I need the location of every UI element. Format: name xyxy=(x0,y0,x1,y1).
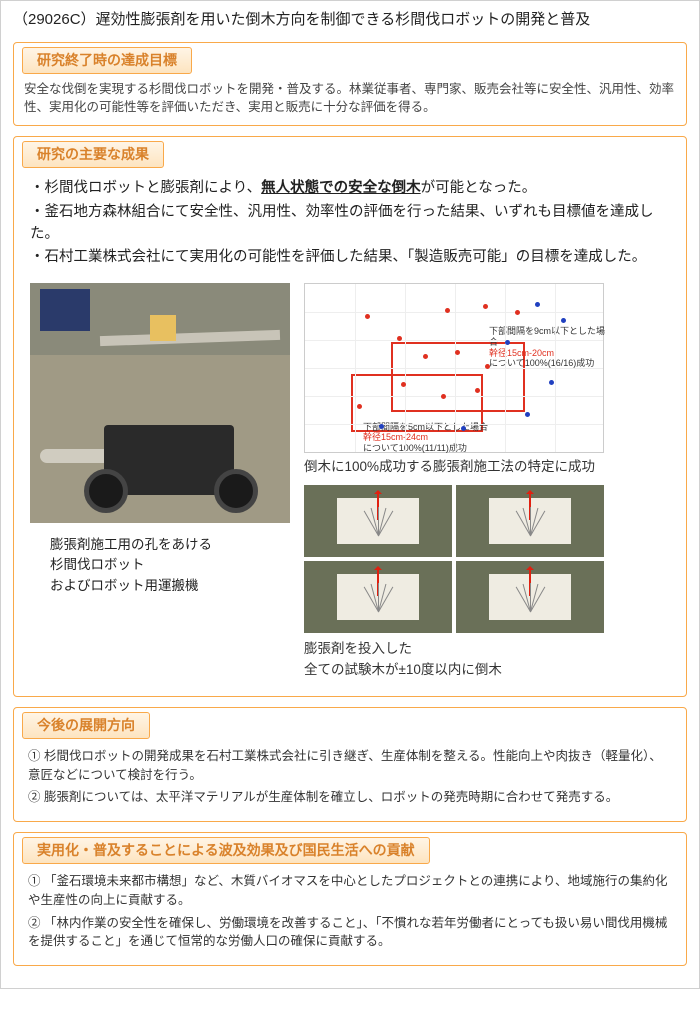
future-item-2: ② 膨張剤については、太平洋マテリアルが生産体制を確立し、ロボットの発売時期に合… xyxy=(28,788,672,807)
impact-item-2: ② 「林内作業の安全性を確保し、労働環境を改善すること」、「不慣れな若年労働者に… xyxy=(28,914,672,952)
tree-caption: 膨張剤を投入した 全ての試験木が±10度以内に倒木 xyxy=(304,639,670,680)
bullet-2: ・釜石地方森林組合にて安全性、汎用性、効率性の評価を行った結果、いずれも目標値を… xyxy=(30,202,670,246)
impact-item-1: ① 「釜石環境未来都市構想」など、木質バイオマスを中心としたプロジェクトとの連携… xyxy=(28,872,672,910)
scatter-plot: 下部間隔を9cm以下とした場合 幹径15cm-20cm について100%(16/… xyxy=(304,283,604,453)
bullet-3: ・石村工業株式会社にて実用化の可能性を評価した結果、「製造販売可能」の目標を達成… xyxy=(30,247,670,269)
section-goals: 研究終了時の達成目標 安全な伐倒を実現する杉間伐ロボットを開発・普及する。林業従… xyxy=(13,42,687,127)
section-results: 研究の主要な成果 ・杉間伐ロボットと膨張剤により、無人状態での安全な倒木が可能と… xyxy=(13,136,687,697)
section-impact: 実用化・普及することによる波及効果及び国民生活への貢献 ① 「釜石環境未来都市構… xyxy=(13,832,687,966)
tree-photo-grid xyxy=(304,485,604,633)
robot-photo xyxy=(30,283,290,523)
bullet-1: ・杉間伐ロボットと膨張剤により、無人状態での安全な倒木が可能となった。 xyxy=(30,178,670,200)
page-title: （29026C）遅効性膨張剤を用いた倒木方向を制御できる杉間伐ロボットの開発と普… xyxy=(13,9,687,32)
goals-text: 安全な伐倒を実現する杉間伐ロボットを開発・普及する。林業従事者、専門家、販売会社… xyxy=(24,80,676,118)
robot-caption: 膨張剤施工用の孔をあける 杉間伐ロボット およびロボット用運搬機 xyxy=(30,535,290,596)
section-header: 研究の主要な成果 xyxy=(22,141,164,168)
section-header: 今後の展開方向 xyxy=(22,712,150,739)
section-header: 研究終了時の達成目標 xyxy=(22,47,192,74)
section-future: 今後の展開方向 ① 杉間伐ロボットの開発成果を石村工業株式会社に引き継ぎ、生産体… xyxy=(13,707,687,822)
scatter-caption: 倒木に100%成功する膨張剤施工法の特定に成功 xyxy=(304,457,670,477)
future-item-1: ① 杉間伐ロボットの開発成果を石村工業株式会社に引き継ぎ、生産体制を整える。性能… xyxy=(28,747,672,785)
section-header: 実用化・普及することによる波及効果及び国民生活への貢献 xyxy=(22,837,430,864)
